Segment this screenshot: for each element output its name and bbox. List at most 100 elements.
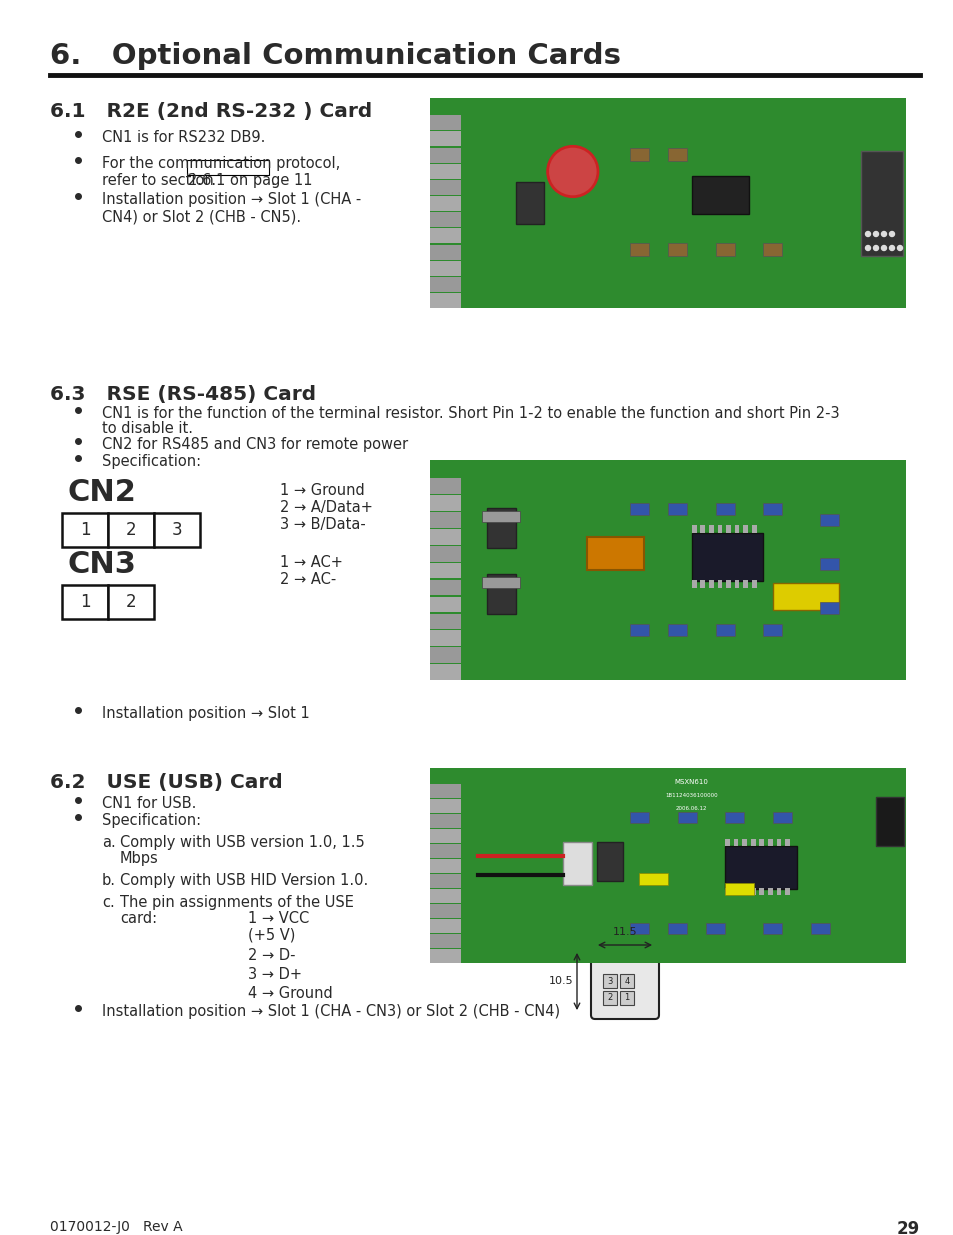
Bar bbox=[733, 839, 738, 846]
Bar bbox=[759, 839, 763, 846]
Bar bbox=[733, 888, 738, 894]
Text: refer to section: refer to section bbox=[102, 173, 218, 188]
Text: 6.   Optional Communication Cards: 6. Optional Communication Cards bbox=[50, 42, 620, 70]
Text: CN4) or Slot 2 (CHB - CN5).: CN4) or Slot 2 (CHB - CN5). bbox=[102, 209, 301, 224]
Bar bbox=[741, 839, 746, 846]
Bar bbox=[741, 888, 746, 894]
Circle shape bbox=[547, 146, 598, 196]
Bar bbox=[430, 799, 460, 813]
Bar bbox=[667, 148, 686, 161]
Text: 4: 4 bbox=[623, 977, 629, 986]
Bar bbox=[734, 525, 739, 532]
Bar bbox=[725, 525, 730, 532]
Bar bbox=[715, 503, 734, 515]
Bar bbox=[820, 514, 839, 526]
Text: CN2: CN2 bbox=[68, 478, 136, 508]
Text: 1: 1 bbox=[80, 593, 91, 611]
Bar bbox=[861, 151, 902, 256]
Bar bbox=[430, 261, 460, 275]
Text: 1B1124036100000: 1B1124036100000 bbox=[665, 793, 718, 798]
Bar bbox=[677, 811, 696, 823]
Bar bbox=[430, 196, 460, 211]
Text: 1 → Ground: 1 → Ground bbox=[280, 483, 364, 498]
Text: 2 → AC-: 2 → AC- bbox=[280, 572, 335, 587]
Circle shape bbox=[897, 246, 902, 251]
Text: 1: 1 bbox=[623, 993, 629, 1003]
Text: 11.5: 11.5 bbox=[612, 927, 637, 937]
Circle shape bbox=[881, 231, 885, 236]
Text: CN1 is for RS232 DB9.: CN1 is for RS232 DB9. bbox=[102, 130, 265, 144]
Bar bbox=[430, 513, 460, 527]
Bar bbox=[750, 888, 755, 894]
Bar bbox=[691, 532, 762, 580]
Bar bbox=[639, 873, 667, 885]
Bar bbox=[708, 525, 713, 532]
Text: 0170012-J0   Rev A: 0170012-J0 Rev A bbox=[50, 1220, 182, 1234]
Bar bbox=[767, 888, 772, 894]
Bar bbox=[784, 888, 789, 894]
Text: CN1 is for the function of the terminal resistor. Short Pin 1-2 to enable the fu: CN1 is for the function of the terminal … bbox=[102, 406, 839, 421]
Bar bbox=[629, 624, 648, 636]
Bar bbox=[734, 580, 739, 588]
Text: 1: 1 bbox=[80, 521, 91, 538]
Circle shape bbox=[888, 246, 894, 251]
Bar bbox=[62, 513, 108, 547]
Text: a.: a. bbox=[102, 835, 115, 850]
Bar bbox=[430, 459, 905, 680]
Bar bbox=[762, 503, 781, 515]
Text: Installation position → Slot 1 (CHA -: Installation position → Slot 1 (CHA - bbox=[102, 191, 361, 207]
Bar bbox=[430, 98, 905, 308]
Text: CN3: CN3 bbox=[68, 550, 136, 579]
Text: 29: 29 bbox=[896, 1220, 919, 1235]
Text: b.: b. bbox=[102, 873, 116, 888]
Circle shape bbox=[881, 246, 885, 251]
Bar bbox=[715, 624, 734, 636]
Bar bbox=[430, 212, 460, 227]
Bar bbox=[724, 811, 743, 823]
Text: The pin assignments of the USE: The pin assignments of the USE bbox=[120, 895, 354, 910]
Bar bbox=[430, 664, 460, 680]
Bar bbox=[629, 148, 648, 161]
Bar bbox=[430, 245, 460, 259]
Bar bbox=[772, 811, 791, 823]
Bar bbox=[430, 115, 460, 131]
Bar bbox=[708, 580, 713, 588]
Text: MSXN610: MSXN610 bbox=[674, 778, 708, 784]
Bar bbox=[724, 846, 796, 889]
Bar bbox=[430, 829, 460, 844]
Bar bbox=[62, 585, 108, 619]
Bar bbox=[482, 577, 520, 588]
Bar bbox=[820, 558, 839, 571]
Text: 3 → B/Data-: 3 → B/Data- bbox=[280, 517, 365, 532]
Bar bbox=[715, 243, 734, 256]
Text: 2 → D-: 2 → D- bbox=[248, 948, 295, 963]
Bar bbox=[596, 842, 622, 881]
Text: c.: c. bbox=[102, 895, 114, 910]
Bar bbox=[430, 844, 460, 858]
Bar bbox=[784, 839, 789, 846]
Bar bbox=[430, 784, 460, 798]
Text: 3: 3 bbox=[607, 977, 612, 986]
Bar bbox=[430, 164, 460, 179]
Bar bbox=[430, 180, 460, 195]
Bar bbox=[762, 243, 781, 256]
Bar bbox=[717, 525, 721, 532]
Bar bbox=[742, 580, 747, 588]
Bar bbox=[430, 563, 460, 578]
Bar bbox=[430, 647, 460, 663]
FancyBboxPatch shape bbox=[590, 946, 659, 1019]
Bar bbox=[772, 583, 839, 610]
Bar bbox=[776, 839, 781, 846]
Bar bbox=[629, 811, 648, 823]
Bar bbox=[602, 990, 617, 1005]
Bar bbox=[667, 503, 686, 515]
Text: Installation position → Slot 1 (CHA - CN3) or Slot 2 (CHB - CN4): Installation position → Slot 1 (CHA - CN… bbox=[102, 1004, 559, 1019]
Bar bbox=[516, 182, 543, 224]
Text: to disable it.: to disable it. bbox=[102, 421, 193, 436]
Bar bbox=[430, 904, 460, 918]
Bar bbox=[430, 768, 905, 963]
Bar bbox=[724, 888, 729, 894]
Bar bbox=[430, 874, 460, 888]
Bar bbox=[759, 888, 763, 894]
Bar bbox=[750, 839, 755, 846]
